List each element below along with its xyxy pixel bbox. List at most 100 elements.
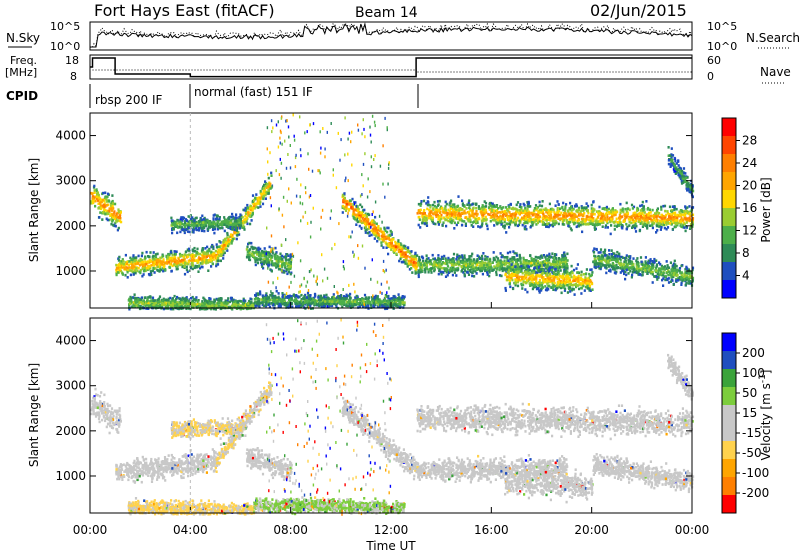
echo-cell: [162, 254, 165, 258]
echo-cell: [580, 217, 584, 221]
echo-cell: [236, 300, 239, 304]
echo-cell: [237, 224, 240, 227]
echo-cell: [180, 217, 183, 221]
echo-cell: [118, 263, 121, 266]
echo-cell: [532, 218, 535, 221]
echo-cell: [305, 300, 308, 304]
echo-cell: [124, 261, 127, 264]
echo-cell: [663, 226, 666, 230]
echo-cell: [361, 217, 364, 220]
echo-cell: [242, 224, 245, 227]
echo-cell: [192, 258, 195, 262]
echo-cell: [248, 248, 251, 251]
echo-cell: [613, 228, 616, 231]
echo-cell: [263, 183, 266, 187]
echo-cell: [249, 204, 252, 208]
echo-cell: [199, 252, 202, 256]
echo-cell: [423, 222, 426, 225]
echo-cell: [175, 221, 178, 224]
echo-cell: [468, 199, 471, 202]
echo-cell: [244, 215, 247, 218]
echo-cell: [574, 205, 577, 208]
echo-cell: [432, 203, 435, 207]
echo-cell: [266, 257, 269, 260]
echo-cell: [215, 217, 218, 221]
echo-cell: [398, 300, 401, 304]
echo-cell: [331, 296, 334, 299]
echo-cell: [220, 244, 223, 247]
echo-cell: [285, 268, 288, 271]
echo-cell: [263, 261, 266, 264]
echo-cell: [673, 208, 676, 211]
echo-cell: [195, 265, 198, 268]
echo-cell: [403, 301, 406, 304]
echo-cell: [448, 203, 451, 207]
echo-cell: [188, 230, 191, 234]
echo-cell: [457, 195, 460, 198]
echo-cell: [180, 216, 183, 219]
echo-cell: [185, 265, 188, 269]
echo-cell: [133, 265, 136, 269]
echo-cell: [437, 223, 440, 226]
echo-cell: [192, 231, 195, 234]
echo-cell: [249, 222, 252, 226]
echo-cell: [243, 225, 246, 229]
echo-cell: [562, 208, 565, 212]
echo-cell: [421, 212, 424, 215]
echo-cell: [639, 204, 642, 208]
echo-cell: [243, 221, 246, 224]
echo-cell: [198, 264, 201, 268]
echo-cell: [105, 217, 108, 221]
echo-cell: [194, 220, 198, 224]
echo-cell: [490, 207, 493, 211]
echo-cell: [343, 297, 346, 301]
echo-cell: [186, 262, 189, 265]
echo-cell: [201, 257, 204, 261]
echo-cell: [403, 295, 406, 299]
echo-cell: [182, 216, 186, 220]
echo-cell: [91, 192, 94, 195]
echo-cell: [498, 211, 501, 214]
echo-cell: [229, 233, 233, 236]
echo-cell: [201, 214, 204, 218]
echo-cell: [445, 202, 448, 206]
echo-cell: [461, 208, 464, 211]
echo-cell: [143, 296, 146, 299]
echo-cell: [121, 273, 124, 276]
echo-cell: [220, 254, 223, 257]
echo-cell: [267, 253, 270, 257]
echo-cell: [216, 227, 219, 231]
echo-cell: [342, 199, 345, 202]
date-title: 02/Jun/2015: [590, 1, 687, 20]
echo-cell: [315, 303, 319, 306]
echo-cell: [201, 300, 204, 303]
echo-cell: [383, 237, 386, 240]
echo-cell: [673, 221, 676, 225]
echo-cell: [364, 226, 367, 229]
echo-cell: [666, 226, 670, 229]
echo-cell: [468, 218, 472, 222]
echo-cell: [118, 264, 121, 268]
echo-cell: [399, 257, 402, 261]
echo-cell: [142, 273, 145, 276]
echo-cell: [247, 211, 250, 214]
echo-cell: [253, 199, 256, 202]
echo-cell: [269, 187, 272, 190]
echo-cell: [241, 216, 244, 219]
echo-cell: [189, 257, 192, 261]
echo-cell: [358, 224, 361, 228]
echo-cell: [182, 259, 185, 262]
echo-cell: [154, 254, 157, 258]
echo-cell: [407, 259, 410, 263]
freq-label-1: Freq.: [10, 54, 37, 67]
echo-cell: [495, 214, 498, 217]
echo-cell: [678, 213, 682, 217]
echo-cell: [227, 297, 230, 300]
echo-cell: [193, 219, 196, 222]
echo-cell: [363, 293, 367, 297]
echo-cell: [484, 219, 488, 222]
echo-cell: [467, 217, 470, 221]
echo-cell: [200, 227, 203, 230]
echo-cell: [277, 267, 281, 271]
echo-cell: [218, 245, 221, 249]
